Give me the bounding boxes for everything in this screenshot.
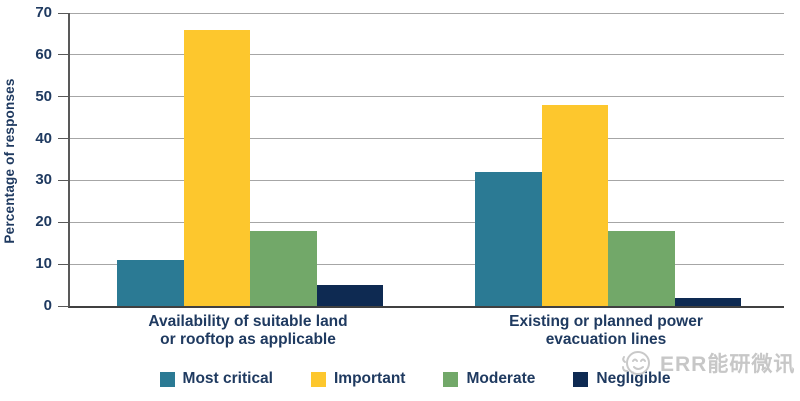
y-tick-label: 50 [35,87,52,105]
legend-item: Most critical [159,370,273,388]
plot-area: 0 10 20 30 40 50 60 70 [35,4,784,314]
legend-swatch [443,371,459,387]
y-tick-label: 60 [35,45,52,63]
bar [117,259,184,306]
legend-swatch [159,371,175,387]
bar [250,230,317,306]
y-tick-mark [58,138,68,140]
y-tick-label: 0 [43,297,52,314]
y-tick-mark [58,305,68,307]
bar [674,297,741,306]
legend-swatch [311,371,326,387]
y-tick-mark [58,221,68,223]
gridline [70,96,784,98]
legend: Most critical Important Moderate Negligible [0,370,800,388]
legend-label: Most critical [182,370,273,387]
x-category-label: Availability of suitable land or rooftop… [148,313,348,348]
legend-label: Negligible [596,370,671,387]
gridline [70,221,784,223]
legend-label: Moderate [466,370,536,387]
bar [316,285,383,306]
bar [475,172,542,306]
legend-swatch [573,371,589,387]
gridline [70,12,784,14]
legend-label: Important [334,370,406,387]
y-tick-label: 70 [35,4,52,21]
y-tick-mark [58,263,68,265]
gridline [70,263,784,265]
y-tick-label: 20 [35,213,52,231]
bar [183,29,250,306]
legend-item: Important [311,370,405,388]
y-tick-mark [58,96,68,98]
y-tick-label: 30 [35,171,52,189]
y-tick-mark [58,54,68,56]
y-tick-label: 40 [35,129,52,147]
legend-item: Negligible [573,370,670,388]
bar [608,230,675,306]
y-tick-mark [58,12,68,14]
legend-item: Moderate [443,370,535,388]
x-category-label: Existing or planned power evacuation lin… [509,313,703,348]
bar [541,105,608,306]
gridline [70,54,784,56]
gridline [70,179,784,181]
y-tick-mark [58,179,68,181]
y-tick-label: 10 [35,255,52,273]
gridline [70,138,784,140]
